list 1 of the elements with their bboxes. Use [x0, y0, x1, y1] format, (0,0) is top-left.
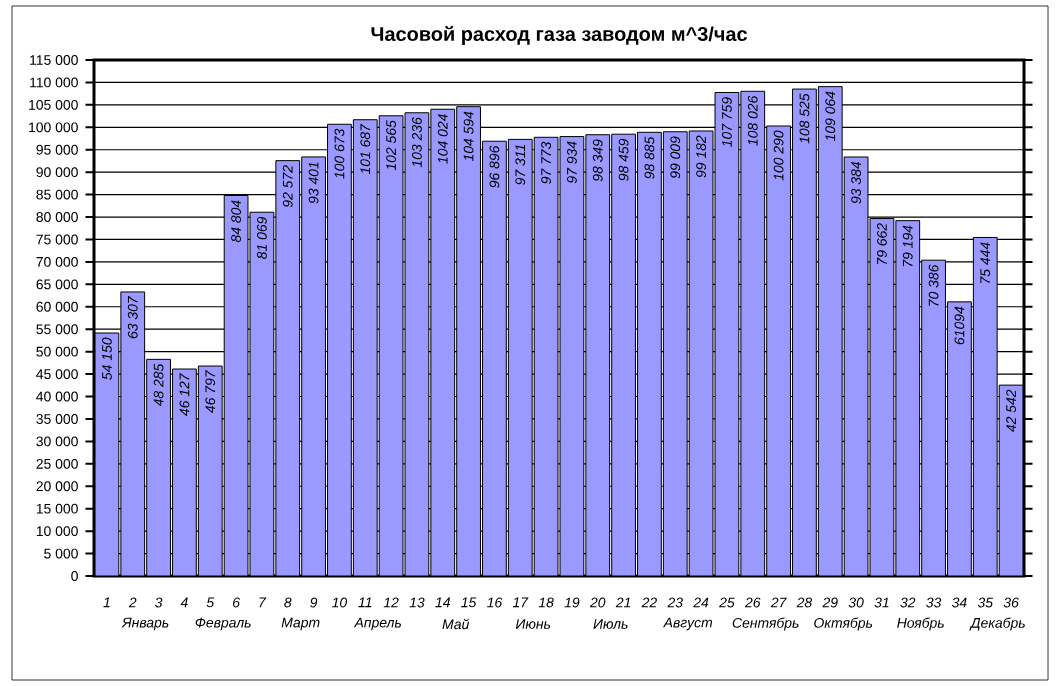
chart-title: Часовой расход газа заводом м^3/час	[371, 26, 748, 45]
